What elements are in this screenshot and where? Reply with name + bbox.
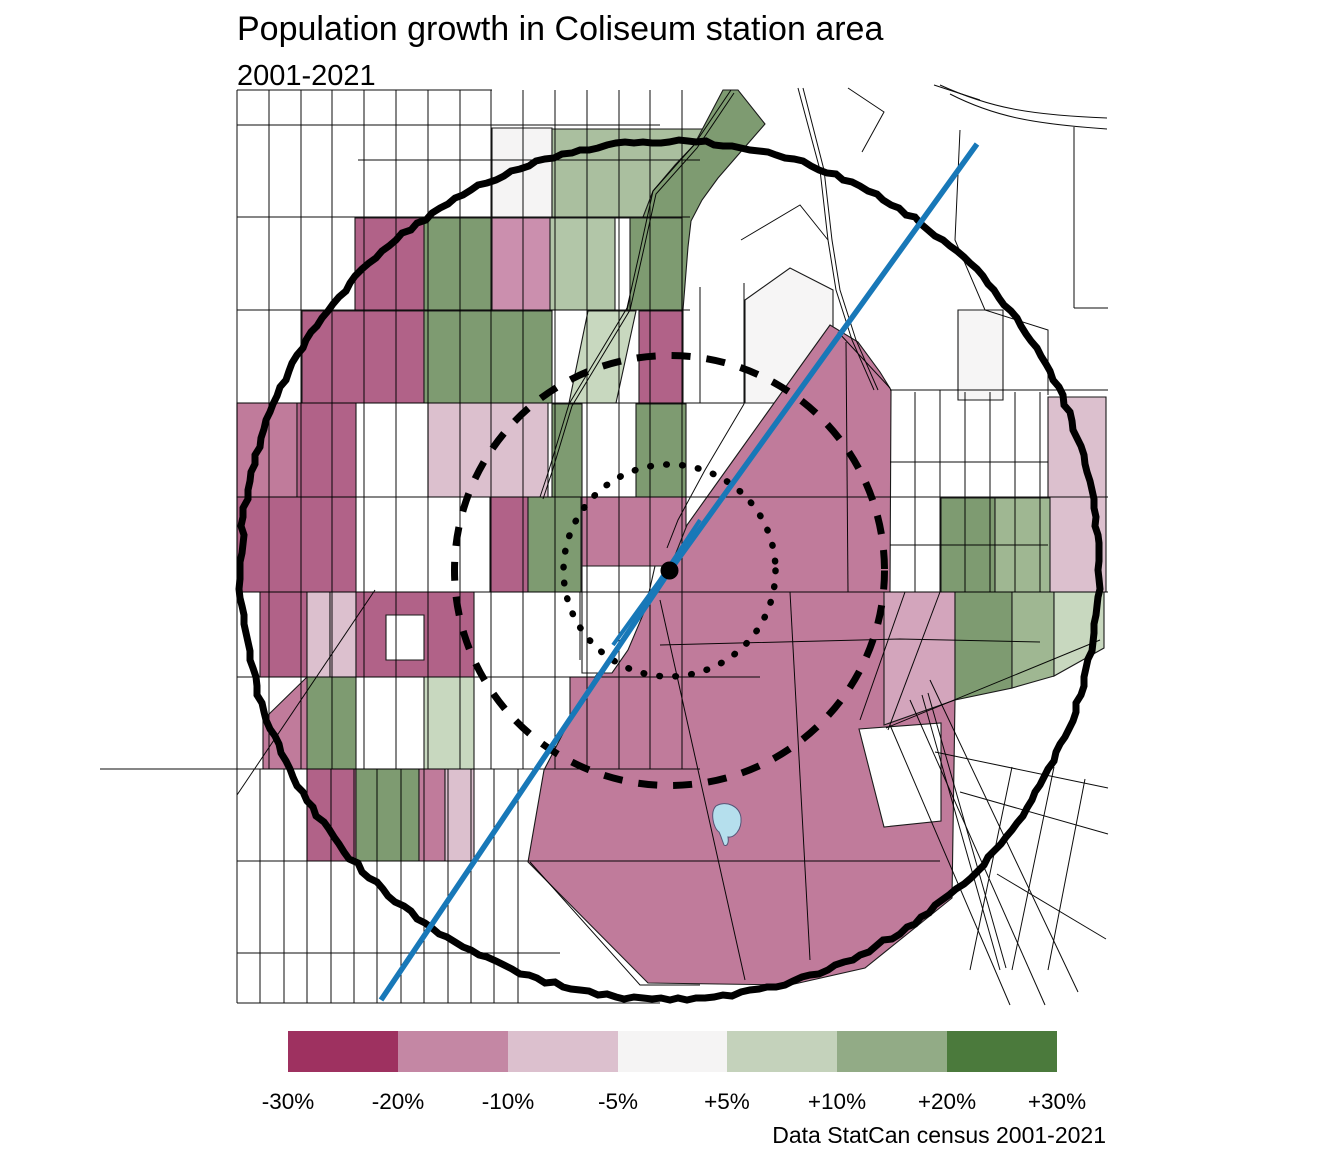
svg-text:-30%: -30%	[262, 1089, 315, 1114]
svg-text:-20%: -20%	[372, 1089, 425, 1114]
svg-text:-10%: -10%	[482, 1089, 535, 1114]
svg-text:+10%: +10%	[808, 1089, 866, 1114]
svg-text:2001-2021: 2001-2021	[237, 60, 376, 92]
svg-text:Population growth in Coliseum: Population growth in Coliseum station ar…	[237, 10, 883, 48]
svg-text:Data StatCan census 2001-2021: Data StatCan census 2001-2021	[772, 1122, 1106, 1148]
svg-text:+5%: +5%	[704, 1089, 750, 1114]
svg-text:+20%: +20%	[918, 1089, 976, 1114]
svg-text:-5%: -5%	[598, 1089, 638, 1114]
svg-text:+30%: +30%	[1028, 1089, 1086, 1114]
